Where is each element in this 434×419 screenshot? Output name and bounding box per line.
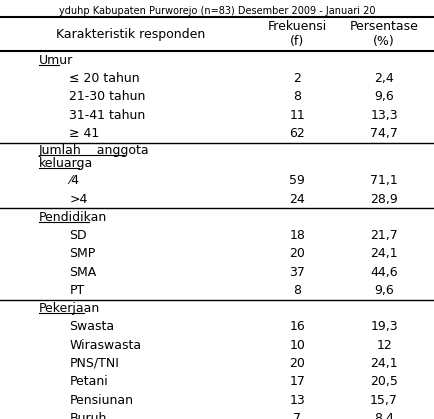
Text: Karakteristik responden: Karakteristik responden: [56, 28, 205, 41]
Text: ≤ 20 tahun: ≤ 20 tahun: [69, 72, 140, 85]
Text: Pekerjaan: Pekerjaan: [39, 302, 100, 315]
Text: 9,6: 9,6: [374, 91, 394, 103]
Text: 8,4: 8,4: [374, 412, 394, 419]
Text: SMA: SMA: [69, 266, 97, 279]
Text: 8: 8: [293, 91, 301, 103]
Text: 20: 20: [289, 248, 305, 261]
Text: SD: SD: [69, 229, 87, 242]
Text: >4: >4: [69, 193, 88, 206]
Text: 71,1: 71,1: [370, 174, 398, 187]
Text: 59: 59: [289, 174, 305, 187]
Text: Petani: Petani: [69, 375, 108, 388]
Text: 2,4: 2,4: [374, 72, 394, 85]
Text: 62: 62: [289, 127, 305, 140]
Text: Umur: Umur: [39, 54, 73, 67]
Text: 21,7: 21,7: [370, 229, 398, 242]
Text: Persentase
(%): Persentase (%): [350, 20, 418, 48]
Text: 17: 17: [289, 375, 305, 388]
Text: PNS/TNI: PNS/TNI: [69, 357, 119, 370]
Text: PT: PT: [69, 284, 85, 297]
Text: 9,6: 9,6: [374, 284, 394, 297]
Text: 20: 20: [289, 357, 305, 370]
Text: 13,3: 13,3: [370, 109, 398, 122]
Text: 8: 8: [293, 284, 301, 297]
Text: Buruh: Buruh: [69, 412, 107, 419]
Text: 7: 7: [293, 412, 301, 419]
Text: ≥ 41: ≥ 41: [69, 127, 100, 140]
Text: 74,7: 74,7: [370, 127, 398, 140]
Text: keluarga: keluarga: [39, 157, 93, 170]
Text: 15,7: 15,7: [370, 393, 398, 406]
Text: 20,5: 20,5: [370, 375, 398, 388]
Text: Jumlah    anggota: Jumlah anggota: [39, 144, 150, 157]
Text: Wiraswasta: Wiraswasta: [69, 339, 141, 352]
Text: 19,3: 19,3: [370, 321, 398, 334]
Text: Frekuensi
(f): Frekuensi (f): [268, 20, 327, 48]
Text: 24,1: 24,1: [370, 248, 398, 261]
Text: 18: 18: [289, 229, 305, 242]
Text: 28,9: 28,9: [370, 193, 398, 206]
Text: 37: 37: [289, 266, 305, 279]
Text: 2: 2: [293, 72, 301, 85]
Text: 24,1: 24,1: [370, 357, 398, 370]
Text: Swasta: Swasta: [69, 321, 115, 334]
Text: 12: 12: [376, 339, 392, 352]
Text: ⁄4: ⁄4: [69, 174, 79, 187]
Text: 10: 10: [289, 339, 305, 352]
Text: 31-41 tahun: 31-41 tahun: [69, 109, 146, 122]
Text: SMP: SMP: [69, 248, 95, 261]
Text: 44,6: 44,6: [370, 266, 398, 279]
Text: 16: 16: [289, 321, 305, 334]
Text: yduhp Kabupaten Purworejo (n=83) Desember 2009 - Januari 20: yduhp Kabupaten Purworejo (n=83) Desembe…: [59, 6, 375, 16]
Text: Pendidikan: Pendidikan: [39, 211, 107, 224]
Text: 13: 13: [289, 393, 305, 406]
Text: 21-30 tahun: 21-30 tahun: [69, 91, 146, 103]
Text: 24: 24: [289, 193, 305, 206]
Text: 11: 11: [289, 109, 305, 122]
Text: Pensiunan: Pensiunan: [69, 393, 133, 406]
